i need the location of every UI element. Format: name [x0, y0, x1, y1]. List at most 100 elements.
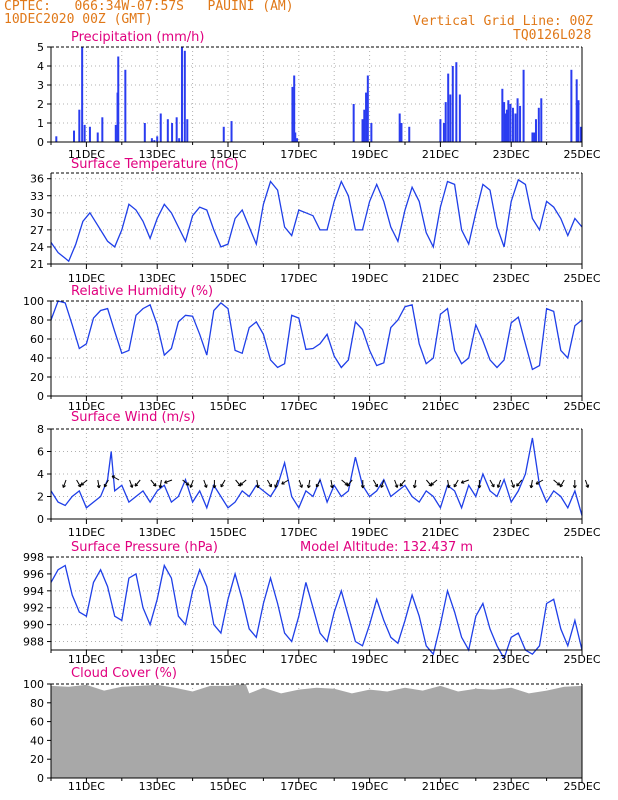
- series-line: [50, 437, 583, 516]
- wind-arrow: [380, 479, 385, 488]
- precip-bar: [458, 94, 461, 142]
- precip-bar: [579, 126, 582, 142]
- precip-bar: [455, 62, 458, 143]
- y-tick-label: 994: [23, 585, 44, 598]
- wind-arrow: [76, 479, 82, 488]
- wind-arrow: [315, 479, 321, 488]
- precip-bar: [449, 94, 452, 142]
- wind-arrow-head: [220, 483, 224, 488]
- y-tick-label: 988: [23, 636, 44, 649]
- precip-bar: [511, 107, 514, 142]
- x-tick-label: 25DEC: [563, 400, 600, 413]
- x-tick-label: 19DEC: [351, 780, 388, 793]
- x-tick-label: 11DEC: [68, 400, 105, 413]
- wind-arrow-head: [453, 483, 458, 488]
- y-tick-label: 36: [30, 173, 44, 186]
- wind-arrow: [535, 479, 544, 485]
- wind-arrow: [164, 479, 173, 484]
- wind-arrow: [298, 479, 303, 488]
- y-tick-label: 60: [30, 333, 44, 346]
- precip-bar: [575, 79, 578, 142]
- precip-bar: [180, 47, 183, 142]
- x-tick-label: 17DEC: [280, 272, 317, 285]
- precip-bar: [78, 109, 81, 142]
- y-tick-label: 80: [30, 314, 44, 327]
- wind-arrow-head: [330, 484, 334, 489]
- panel-3: Relative Humidity (%) 0 20 40 60 80 100 11DEC 13…: [23, 284, 601, 413]
- wind-arrow: [453, 479, 459, 488]
- precip-bar: [153, 140, 156, 142]
- series-line: [50, 563, 583, 661]
- x-tick-label: 25DEC: [563, 148, 600, 161]
- y-tick-label: 0: [37, 136, 44, 149]
- wind-arrow-head: [255, 484, 260, 489]
- header-datetime: 10DEC2020 00Z (GMT): [4, 12, 153, 27]
- x-tick-label: 19DEC: [351, 272, 388, 285]
- wind-arrow-head: [556, 482, 561, 486]
- precip-bar: [503, 102, 506, 142]
- wind-arrow-head: [374, 483, 378, 488]
- y-tick-label: 2: [37, 98, 44, 111]
- x-tick-label: 11DEC: [68, 780, 105, 793]
- y-tick-label: 992: [23, 602, 44, 615]
- series-line: [50, 300, 583, 371]
- wind-arrow: [281, 479, 289, 485]
- x-tick-label: 23DEC: [493, 400, 530, 413]
- precip-bar: [222, 126, 225, 142]
- wind-arrow: [372, 479, 378, 488]
- panel-title: Surface Wind (m/s): [71, 410, 195, 425]
- wind-arrow: [553, 479, 561, 486]
- wind-arrow: [189, 479, 194, 488]
- panel-title: Surface Pressure (hPa): [71, 540, 218, 555]
- wind-arrow: [129, 479, 133, 488]
- precip-bar: [88, 126, 91, 142]
- x-tick-label: 23DEC: [493, 780, 530, 793]
- wind-arrow-head: [394, 484, 399, 488]
- wind-arrow: [62, 479, 67, 488]
- wind-arrow-head: [239, 482, 244, 486]
- wind-arrow: [426, 479, 432, 487]
- y-tick-label: 33: [30, 190, 44, 203]
- x-tick-label: 21DEC: [422, 272, 459, 285]
- x-tick-label: 21DEC: [422, 400, 459, 413]
- x-tick-label: 17DEC: [280, 526, 317, 539]
- x-tick-label: 21DEC: [422, 148, 459, 161]
- x-tick-label: 15DEC: [209, 653, 246, 666]
- wind-arrow: [341, 479, 349, 486]
- precip-bar: [505, 109, 508, 142]
- wind-arrow-head: [77, 483, 82, 488]
- wind-arrow-head: [360, 485, 365, 489]
- wind-arrow-head: [516, 483, 520, 487]
- x-tick-label: 11DEC: [68, 653, 105, 666]
- wind-arrow: [399, 479, 406, 487]
- precip-bar: [291, 86, 294, 142]
- y-tick-label: 6: [37, 446, 44, 459]
- x-tick-label: 23DEC: [493, 653, 530, 666]
- precip-bar: [370, 123, 373, 142]
- y-tick-label: 80: [30, 697, 44, 710]
- precip-bar: [514, 113, 517, 142]
- x-tick-label: 13DEC: [139, 780, 176, 793]
- x-tick-label: 19DEC: [351, 653, 388, 666]
- panel-5: Surface Pressure (hPa) Model Altitude: 13…: [23, 540, 601, 666]
- y-tick-label: 998: [23, 551, 44, 564]
- precip-bar: [540, 98, 543, 142]
- precip-bar: [516, 98, 519, 142]
- wind-arrow-head: [158, 484, 163, 489]
- header-model-id: TQ0126L028: [513, 28, 592, 43]
- precip-bar: [178, 138, 181, 142]
- y-tick-label: 1: [37, 117, 44, 130]
- wind-arrow: [220, 479, 226, 488]
- wind-arrow-head: [559, 483, 564, 488]
- precip-bar: [507, 100, 510, 142]
- y-tick-label: 40: [30, 352, 44, 365]
- wind-arrow-head: [268, 483, 272, 488]
- x-tick-label: 23DEC: [493, 526, 530, 539]
- precip-bar: [509, 104, 512, 142]
- wind-arrow-head: [281, 481, 285, 485]
- y-tick-label: 0: [37, 390, 44, 403]
- wind-arrow: [266, 479, 272, 488]
- wind-arrow: [530, 479, 533, 488]
- wind-arrow-head: [535, 481, 540, 485]
